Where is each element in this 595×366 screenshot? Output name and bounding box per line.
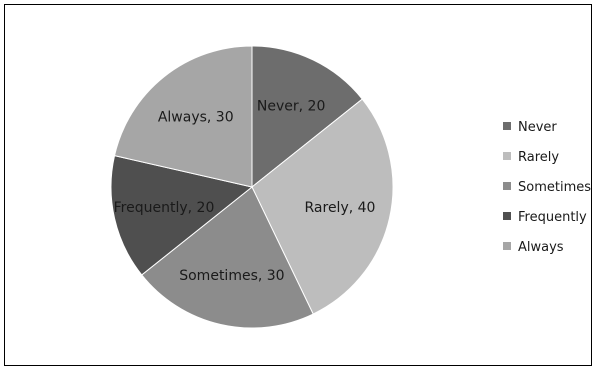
- pie-slice-never: [251, 45, 363, 189]
- data-label-frequently: Frequently, 20: [114, 200, 215, 216]
- pie-slice-sometimes: [141, 186, 314, 329]
- chart-legend: Never Rarely Sometimes Frequently Always: [503, 120, 591, 255]
- legend-label-sometimes: Sometimes: [518, 180, 591, 195]
- pie-slice-rarely: [251, 98, 394, 315]
- legend-label-never: Never: [518, 120, 557, 135]
- pie-slice-always: [113, 45, 253, 188]
- legend-swatch-frequently: [503, 212, 511, 220]
- legend-label-rarely: Rarely: [518, 150, 559, 165]
- pie-slice-frequently: [110, 155, 254, 276]
- legend-swatch-rarely: [503, 152, 511, 160]
- data-label-always: Always, 30: [158, 109, 234, 125]
- data-label-sometimes: Sometimes, 30: [179, 268, 284, 284]
- pie-slices: [110, 45, 394, 329]
- legend-swatch-sometimes: [503, 182, 511, 190]
- legend-label-frequently: Frequently: [518, 210, 587, 225]
- legend-label-always: Always: [518, 240, 564, 255]
- data-label-never: Never, 20: [257, 99, 325, 115]
- legend-swatch-never: [503, 122, 511, 130]
- data-label-rarely: Rarely, 40: [305, 200, 376, 216]
- pie-slice-labels: Never, 20 Rarely, 40 Sometimes, 30 Frequent…: [114, 99, 376, 284]
- legend-swatch-always: [503, 242, 511, 250]
